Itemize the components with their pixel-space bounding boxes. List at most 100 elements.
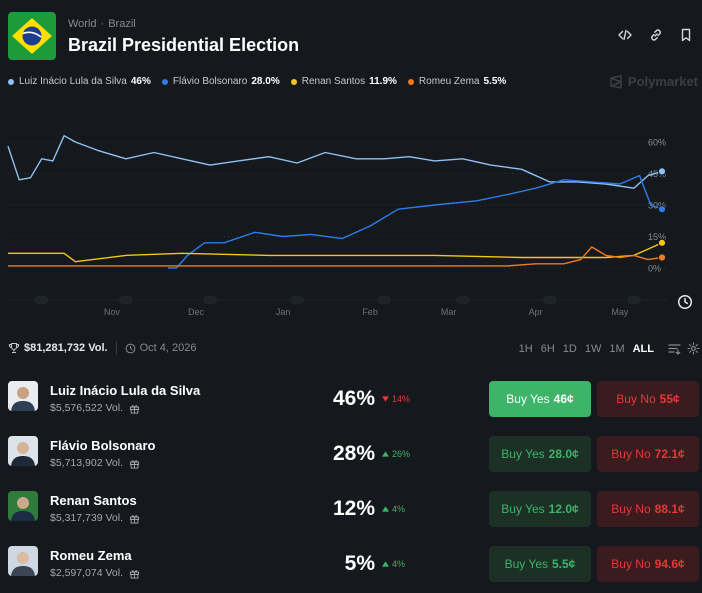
- trophy-icon: [8, 342, 20, 354]
- series-end-point: [657, 238, 667, 247]
- gift-icon[interactable]: [129, 513, 140, 524]
- outcome-row[interactable]: Flávio Bolsonaro $5,713,902 Vol. 28% 26%…: [0, 426, 702, 478]
- x-tick-label: Jan: [276, 307, 291, 317]
- legend-dot: [8, 78, 14, 85]
- legend-value: 11.9%: [369, 76, 397, 87]
- range-1m[interactable]: 1M: [609, 342, 625, 355]
- legend-label: Flávio Bolsonaro: [172, 76, 248, 87]
- x-tick-label: May: [611, 307, 629, 317]
- range-6h[interactable]: 6H: [540, 342, 555, 355]
- series-end-point: [657, 253, 667, 262]
- x-tick-label: Nov: [104, 307, 121, 317]
- range-1d[interactable]: 1D: [562, 342, 577, 355]
- filter-list-icon[interactable]: [668, 342, 681, 355]
- buy-yes-label: Buy Yes: [501, 447, 545, 461]
- timeline-marker: [542, 296, 557, 304]
- candidate-avatar: [8, 381, 38, 411]
- candidate-volume: $5,317,739 Vol.: [50, 512, 140, 524]
- range-all[interactable]: ALL: [632, 342, 654, 355]
- timeline-marker: [203, 296, 218, 304]
- gift-icon[interactable]: [129, 458, 140, 469]
- candidate-name: Romeu Zema: [50, 548, 132, 563]
- outcome-row[interactable]: Romeu Zema $2,597,074 Vol. 5% 4% Buy Yes…: [0, 536, 702, 588]
- legend-item-bolsonaro: Flávio Bolsonaro 28.0%: [161, 76, 280, 87]
- buy-no-button[interactable]: Buy No 94.6¢: [597, 546, 699, 582]
- gift-icon[interactable]: [129, 568, 140, 579]
- buy-yes-price: 28.0¢: [548, 447, 579, 461]
- buy-yes-button[interactable]: Buy Yes 46¢: [489, 381, 591, 417]
- buy-no-price: 94.6¢: [654, 557, 685, 571]
- polymarket-watermark: Polymarket: [609, 74, 698, 89]
- candidate-volume: $5,713,902 Vol.: [50, 457, 140, 469]
- total-volume: $81,281,732 Vol.: [24, 342, 108, 354]
- candidate-volume: $5,576,522 Vol.: [50, 402, 140, 414]
- volume-text: $5,317,739 Vol.: [50, 512, 123, 524]
- buy-no-button[interactable]: Buy No 72.1¢: [597, 436, 699, 472]
- y-tick-label: 30%: [648, 201, 666, 211]
- legend-value: 46%: [130, 76, 151, 87]
- divider: [115, 342, 117, 354]
- volume-text: $5,713,902 Vol.: [50, 457, 123, 469]
- buy-no-label: Buy No: [616, 392, 656, 406]
- x-tick-label: Mar: [441, 307, 457, 317]
- breadcrumb-brazil[interactable]: Brazil: [108, 18, 136, 30]
- legend-dot: [161, 78, 168, 85]
- legend-value: 5.5%: [483, 76, 507, 87]
- probability-change: 4%: [382, 504, 405, 514]
- y-tick-label: 0%: [648, 264, 661, 274]
- embed-icon[interactable]: [616, 26, 634, 44]
- change-arrow-icon: [382, 506, 389, 512]
- y-tick-label: 15%: [648, 232, 666, 242]
- candidate-name: Flávio Bolsonaro: [50, 438, 156, 453]
- breadcrumb: World · Brazil: [68, 18, 136, 30]
- buy-yes-price: 5.5¢: [552, 557, 576, 571]
- outcome-row[interactable]: Luiz Inácio Lula da Silva $5,576,522 Vol…: [0, 371, 702, 423]
- watermark-text: Polymarket: [627, 74, 698, 89]
- volume-text: $5,576,522 Vol.: [50, 402, 123, 414]
- range-1h[interactable]: 1H: [518, 342, 533, 355]
- x-tick-label: Feb: [362, 307, 378, 317]
- change-text: 26%: [392, 449, 411, 459]
- timeline-marker: [34, 296, 49, 304]
- change-text: 4%: [392, 504, 406, 514]
- legend-dot: [290, 78, 297, 85]
- price-history-chart: 60% 45% 30% 15% 0% Nov Dec Jan Feb Mar Apr May: [7, 135, 668, 317]
- legend-item-santos: Renan Santos 11.9%: [290, 76, 397, 87]
- change-text: 14%: [392, 394, 411, 404]
- candidate-volume: $2,597,074 Vol.: [50, 567, 140, 579]
- legend-label: Romeu Zema: [418, 76, 480, 87]
- range-1w[interactable]: 1W: [584, 342, 602, 355]
- series-end-point: [657, 205, 667, 214]
- link-icon[interactable]: [647, 26, 665, 44]
- series-line: [168, 174, 663, 269]
- buy-yes-label: Buy Yes: [506, 392, 550, 406]
- change-text: 4%: [392, 559, 406, 569]
- breadcrumb-world[interactable]: World: [68, 18, 97, 30]
- buy-yes-button[interactable]: Buy Yes 28.0¢: [489, 436, 591, 472]
- x-tick-label: Dec: [188, 307, 205, 317]
- gift-icon[interactable]: [129, 403, 140, 414]
- y-tick-label: 60%: [648, 138, 666, 148]
- buy-yes-price: 46¢: [553, 392, 574, 406]
- settings-gear-icon[interactable]: [687, 342, 700, 355]
- legend-dot: [407, 78, 414, 85]
- timeline-marker: [377, 296, 392, 304]
- clock-small-icon: [125, 343, 135, 353]
- outcome-probability: 46%: [332, 387, 375, 410]
- buy-yes-label: Buy Yes: [504, 557, 548, 571]
- outcome-row[interactable]: Renan Santos $5,317,739 Vol. 12% 4% Buy …: [0, 481, 702, 533]
- buy-no-label: Buy No: [611, 557, 651, 571]
- bookmark-icon[interactable]: [677, 26, 695, 44]
- buy-no-button[interactable]: Buy No 88.1¢: [597, 491, 699, 527]
- buy-yes-label: Buy Yes: [501, 502, 545, 516]
- legend-item-zema: Romeu Zema 5.5%: [407, 76, 507, 87]
- buy-yes-button[interactable]: Buy Yes 12.0¢: [489, 491, 591, 527]
- buy-yes-button[interactable]: Buy Yes 5.5¢: [489, 546, 591, 582]
- buy-no-button[interactable]: Buy No 55¢: [597, 381, 699, 417]
- x-tick-label: Apr: [529, 307, 543, 317]
- clock-icon[interactable]: [674, 291, 696, 313]
- timeline-marker: [118, 296, 133, 304]
- buy-no-label: Buy No: [611, 502, 651, 516]
- legend-label: Luiz Inácio Lula da Silva: [19, 76, 127, 87]
- change-arrow-icon: [382, 561, 389, 567]
